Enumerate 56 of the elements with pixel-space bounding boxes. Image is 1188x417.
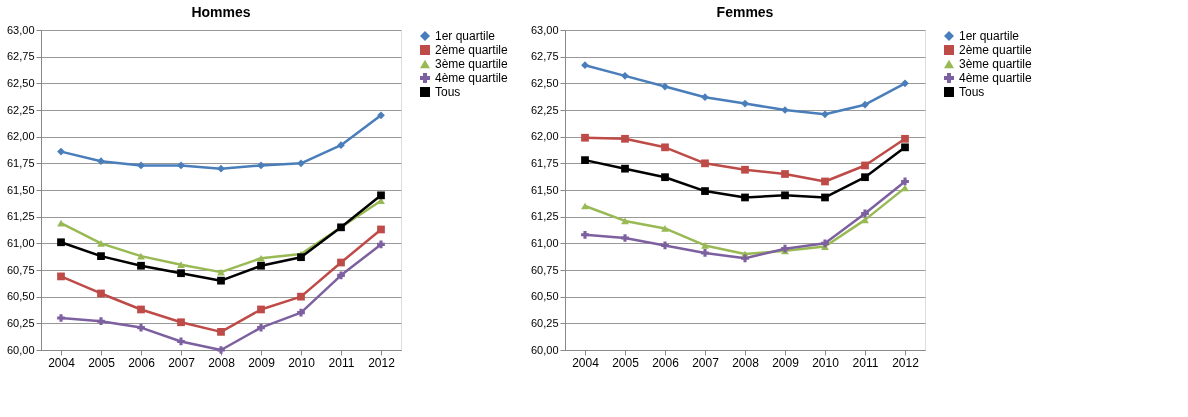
y-tick-label: 60,75 bbox=[6, 263, 35, 276]
y-tick-label: 60,00 bbox=[530, 343, 559, 356]
y-tick-label: 61,50 bbox=[6, 183, 35, 196]
x-tick-label: 2008 bbox=[208, 355, 236, 370]
y-tick-label: 61,75 bbox=[530, 156, 559, 169]
x-tick-label: 2007 bbox=[692, 355, 720, 370]
y-tick-label: 61,50 bbox=[530, 183, 559, 196]
legend-label: 1er quartile bbox=[435, 29, 496, 43]
y-tick-label: 60,25 bbox=[530, 316, 559, 329]
x-tick-label: 2006 bbox=[128, 355, 156, 370]
x-tick-label: 2005 bbox=[612, 355, 640, 370]
y-tick-label: 61,00 bbox=[530, 236, 559, 249]
y-tick-label: 62,50 bbox=[6, 76, 35, 89]
y-tick-label: 60,25 bbox=[6, 316, 35, 329]
x-tick-label: 2012 bbox=[368, 355, 396, 370]
legend-label: 4ème quartile bbox=[435, 71, 509, 85]
y-tick-label: 62,75 bbox=[6, 50, 35, 63]
y-tick-label: 60,50 bbox=[6, 290, 35, 303]
chart-title: Femmes bbox=[716, 4, 774, 20]
x-tick-label: 2011 bbox=[852, 355, 879, 370]
x-tick-label: 2007 bbox=[168, 355, 196, 370]
x-tick-label: 2010 bbox=[288, 355, 316, 370]
y-tick-label: 61,25 bbox=[530, 210, 559, 223]
y-tick-label: 62,25 bbox=[530, 103, 559, 116]
y-tick-label: 60,50 bbox=[530, 290, 559, 303]
y-tick-label: 60,75 bbox=[530, 263, 559, 276]
x-tick-label: 2004 bbox=[572, 355, 600, 370]
x-tick-label: 2009 bbox=[248, 355, 276, 370]
y-tick-label: 62,00 bbox=[6, 130, 35, 143]
x-tick-label: 2010 bbox=[812, 355, 840, 370]
y-tick-label: 63,00 bbox=[530, 23, 559, 36]
y-tick-label: 61,25 bbox=[6, 210, 35, 223]
y-tick-label: 62,25 bbox=[6, 103, 35, 116]
x-tick-label: 2008 bbox=[732, 355, 760, 370]
y-tick-label: 62,75 bbox=[530, 50, 559, 63]
legend-label: 4ème quartile bbox=[959, 71, 1033, 85]
x-tick-label: 2012 bbox=[892, 355, 920, 370]
x-tick-label: 2005 bbox=[88, 355, 116, 370]
x-tick-label: 2004 bbox=[48, 355, 76, 370]
chart-title: Hommes bbox=[191, 4, 251, 20]
legend-label: Tous bbox=[959, 85, 985, 99]
y-tick-label: 63,00 bbox=[6, 23, 35, 36]
x-tick-label: 2009 bbox=[772, 355, 800, 370]
x-tick-label: 2011 bbox=[328, 355, 355, 370]
legend-label: 3ème quartile bbox=[959, 57, 1033, 71]
legend-label: 1er quartile bbox=[959, 29, 1020, 43]
x-tick-label: 2006 bbox=[652, 355, 680, 370]
y-tick-label: 60,00 bbox=[6, 343, 35, 356]
y-tick-label: 62,00 bbox=[530, 130, 559, 143]
y-tick-label: 62,50 bbox=[530, 76, 559, 89]
y-tick-label: 61,75 bbox=[6, 156, 35, 169]
legend-label: 2ème quartile bbox=[959, 43, 1033, 57]
y-tick-label: 61,00 bbox=[6, 236, 35, 249]
legend-label: 2ème quartile bbox=[435, 43, 509, 57]
legend-label: 3ème quartile bbox=[435, 57, 509, 71]
legend-label: Tous bbox=[435, 85, 461, 99]
